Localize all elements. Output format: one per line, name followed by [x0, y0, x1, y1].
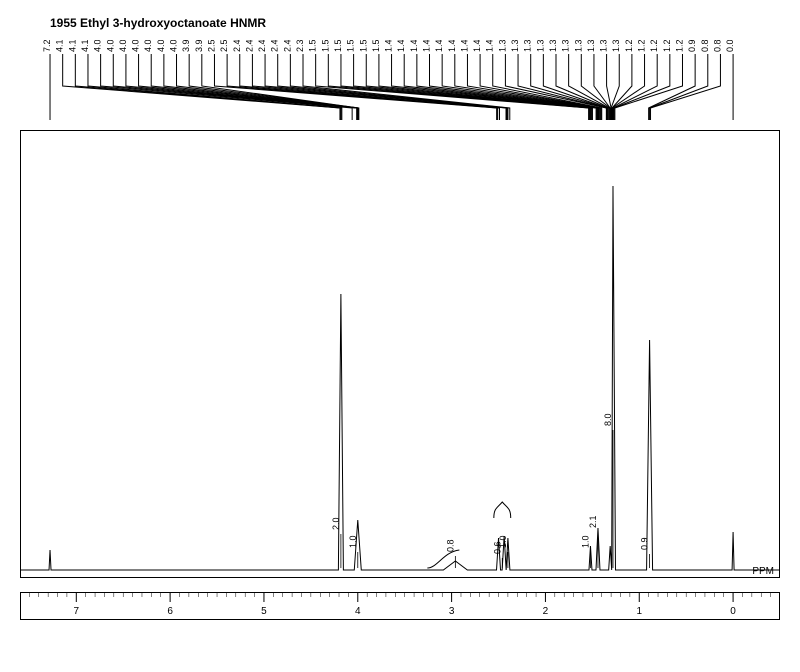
svg-text:6: 6 [167, 606, 173, 617]
svg-text:2.51: 2.51 [219, 40, 229, 52]
svg-text:4: 4 [355, 606, 361, 617]
svg-text:1.30: 1.30 [599, 40, 609, 52]
svg-text:1.33: 1.33 [548, 40, 558, 52]
svg-text:4.18: 4.18 [67, 40, 77, 52]
svg-text:2.1: 2.1 [588, 515, 598, 528]
svg-text:1.44: 1.44 [422, 40, 432, 52]
svg-text:2.0: 2.0 [331, 517, 341, 530]
svg-text:2.38: 2.38 [295, 40, 305, 52]
svg-text:1.51: 1.51 [346, 40, 356, 52]
svg-text:0.8: 0.8 [445, 539, 455, 552]
svg-text:4.01: 4.01 [105, 40, 115, 52]
svg-text:4.00: 4.00 [156, 40, 166, 52]
svg-text:7: 7 [74, 606, 80, 617]
svg-text:1.53: 1.53 [320, 40, 330, 52]
svg-text:1.0: 1.0 [580, 535, 590, 548]
svg-text:1.40: 1.40 [485, 40, 495, 52]
svg-text:7.28: 7.28 [42, 40, 52, 52]
svg-text:4.00: 4.00 [143, 40, 153, 52]
nmr-plot: 7.284.194.184.174.064.014.014.014.004.00… [20, 40, 780, 650]
svg-text:4.17: 4.17 [80, 40, 90, 52]
svg-text:2.49: 2.49 [232, 40, 242, 52]
svg-text:1.35: 1.35 [497, 40, 507, 52]
svg-text:1.31: 1.31 [586, 40, 596, 52]
svg-text:1.0: 1.0 [348, 535, 358, 548]
svg-text:4.01: 4.01 [131, 40, 141, 52]
svg-text:8.0: 8.0 [603, 413, 613, 426]
spectrum-title: 1955 Ethyl 3-hydroxyoctanoate HNMR [50, 16, 266, 30]
svg-text:1.35: 1.35 [510, 40, 520, 52]
svg-text:0.00: 0.00 [725, 40, 735, 52]
svg-text:2.52: 2.52 [206, 40, 216, 52]
svg-text:1.50: 1.50 [371, 40, 381, 52]
svg-text:1.32: 1.32 [561, 40, 571, 52]
svg-text:4.01: 4.01 [118, 40, 128, 52]
svg-text:4.19: 4.19 [55, 40, 65, 52]
svg-text:1.44: 1.44 [409, 40, 419, 52]
svg-text:3.99: 3.99 [181, 40, 191, 52]
svg-text:1.50: 1.50 [358, 40, 368, 52]
svg-text:1.34: 1.34 [535, 40, 545, 52]
svg-text:1.30: 1.30 [611, 40, 621, 52]
svg-text:PPM: PPM [752, 566, 774, 577]
svg-text:5: 5 [261, 606, 267, 617]
svg-text:1: 1 [636, 606, 642, 617]
svg-text:1.26: 1.26 [674, 40, 684, 52]
svg-text:2.49: 2.49 [244, 40, 254, 52]
svg-text:0: 0 [730, 606, 736, 617]
svg-text:1.54: 1.54 [308, 40, 318, 52]
svg-text:3.99: 3.99 [194, 40, 204, 52]
svg-text:1.43: 1.43 [434, 40, 444, 52]
svg-text:1.52: 1.52 [333, 40, 343, 52]
svg-text:1.27: 1.27 [662, 40, 672, 52]
svg-text:2.41: 2.41 [270, 40, 280, 52]
svg-text:4.06: 4.06 [93, 40, 103, 52]
svg-text:1.41: 1.41 [472, 40, 482, 52]
svg-text:0.89: 0.89 [700, 40, 710, 52]
svg-text:3: 3 [449, 606, 455, 617]
svg-text:1.29: 1.29 [624, 40, 634, 52]
svg-text:0.90: 0.90 [687, 40, 697, 52]
svg-text:1.34: 1.34 [523, 40, 533, 52]
svg-text:1.45: 1.45 [396, 40, 406, 52]
svg-text:1.46: 1.46 [384, 40, 394, 52]
svg-text:1.31: 1.31 [573, 40, 583, 52]
svg-text:0.88: 0.88 [712, 40, 722, 52]
svg-text:2.42: 2.42 [257, 40, 267, 52]
svg-text:1.42: 1.42 [447, 40, 457, 52]
svg-text:1.29: 1.29 [637, 40, 647, 52]
svg-text:0.9: 0.9 [640, 537, 650, 550]
svg-text:1.0: 1.0 [498, 535, 508, 548]
svg-text:4.00: 4.00 [169, 40, 179, 52]
svg-text:2.40: 2.40 [282, 40, 292, 52]
svg-text:2: 2 [543, 606, 549, 617]
svg-text:1.41: 1.41 [459, 40, 469, 52]
svg-text:1.28: 1.28 [649, 40, 659, 52]
